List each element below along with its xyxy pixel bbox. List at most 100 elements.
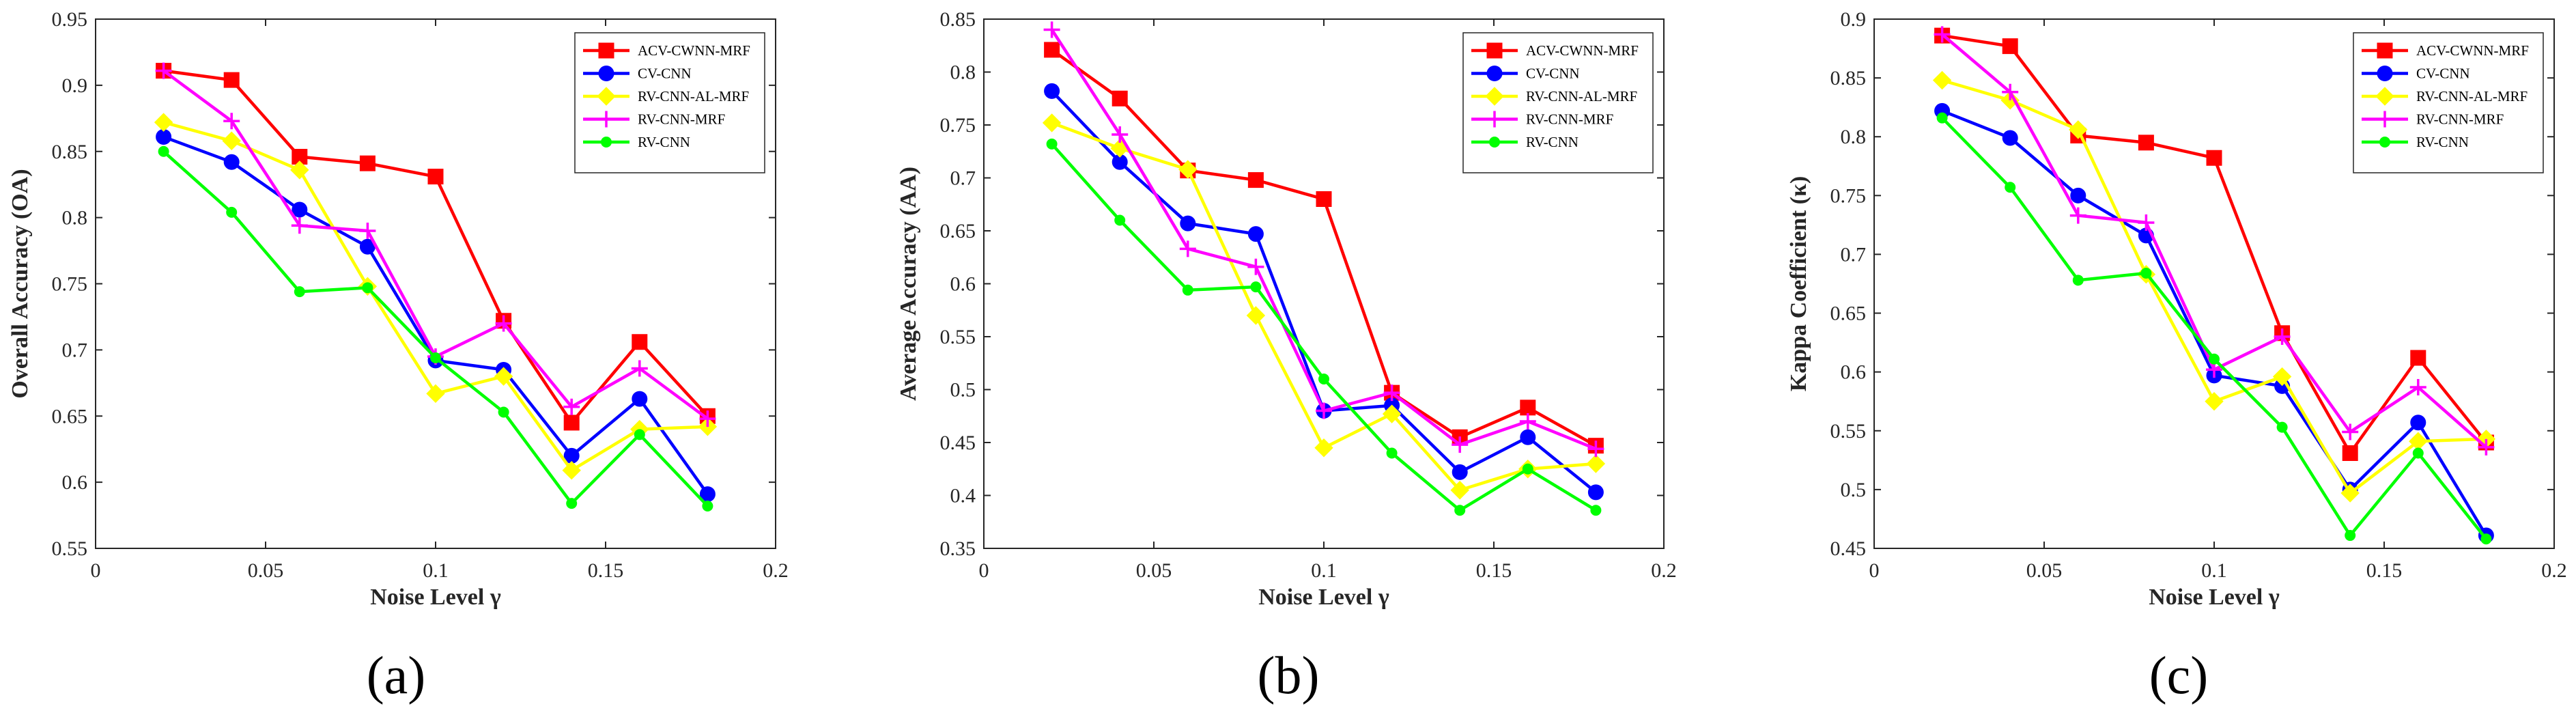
series-rv-cnn <box>1046 138 1602 516</box>
legend-entry: RV-CNN <box>583 134 690 150</box>
y-tick-label: 0.7 <box>1841 243 1867 266</box>
data-point <box>223 113 240 130</box>
data-point <box>1587 440 1604 458</box>
data-point <box>2072 275 2084 286</box>
chart-panel-2: 0 0.05 0.1 0.15 0.2 0.35 0.4 0.45 0.5 0.55 0.6 0.65… <box>896 8 1677 705</box>
data-point <box>2002 83 2019 100</box>
data-point <box>2276 421 2288 433</box>
data-point <box>226 206 238 218</box>
data-point <box>2480 533 2492 545</box>
data-point <box>359 155 376 171</box>
data-point <box>290 160 309 180</box>
data-point <box>154 113 173 132</box>
series-rv-cnn <box>158 145 713 511</box>
data-point <box>427 169 444 185</box>
data-point <box>1522 463 1533 475</box>
data-point <box>1450 481 1469 500</box>
y-tick-label: 0.6 <box>62 471 88 494</box>
y-tick-label: 0.7 <box>62 339 88 361</box>
y-tick-label: 0.9 <box>1841 8 1867 31</box>
x-tick-label: 0.2 <box>1651 559 1677 582</box>
x-tick-label: 0 <box>1869 559 1880 582</box>
panel-label: (b) <box>1258 645 1320 705</box>
data-point <box>2205 392 2224 411</box>
data-point <box>1519 413 1536 430</box>
data-point <box>1112 126 1129 143</box>
data-point <box>1112 90 1128 107</box>
y-tick-label: 0.8 <box>950 61 976 84</box>
y-tick-label: 0.65 <box>940 220 976 242</box>
data-point <box>2069 207 2086 224</box>
data-point <box>155 62 172 79</box>
data-point <box>2409 379 2426 396</box>
data-point <box>292 201 308 218</box>
y-tick-label: 0.85 <box>940 8 976 31</box>
legend-entry: RV-CNN-AL-MRF <box>583 87 749 106</box>
legend-entry: RV-CNN <box>1471 134 1579 150</box>
y-axis-title: Average Accuracy (AA) <box>896 167 921 401</box>
data-point <box>699 410 716 427</box>
data-point <box>430 352 441 363</box>
data-point <box>222 131 241 150</box>
legend-marker <box>2377 42 2393 59</box>
y-tick-label: 0.5 <box>950 379 976 402</box>
legend-entry: RV-CNN-MRF <box>1471 111 1613 128</box>
legend-marker <box>2377 66 2393 81</box>
legend-label: RV-CNN-MRF <box>2416 111 2504 128</box>
data-point <box>223 154 240 170</box>
series-rv-cnn-mrf <box>1934 26 2495 455</box>
legend-label: RV-CNN-MRF <box>1526 111 1613 128</box>
data-point <box>2005 182 2016 193</box>
data-point <box>498 406 509 418</box>
data-point <box>1520 399 1536 416</box>
data-point <box>1179 240 1196 257</box>
legend-marker <box>2379 137 2390 148</box>
legend-marker <box>1486 66 1503 81</box>
data-point <box>359 223 376 239</box>
data-point <box>362 282 373 294</box>
legend-entry: RV-CNN-AL-MRF <box>2362 87 2528 106</box>
y-tick-label: 0.95 <box>52 8 88 31</box>
legend-marker <box>1485 87 1504 106</box>
data-point <box>563 398 580 415</box>
legend-entry: CV-CNN <box>1471 66 1580 82</box>
legend-label: RV-CNN-AL-MRF <box>1526 88 1637 104</box>
data-point <box>1046 138 1058 150</box>
legend-marker <box>1489 137 1500 148</box>
data-point <box>702 501 713 511</box>
data-point <box>1316 402 1332 419</box>
y-tick-label: 0.75 <box>52 273 88 296</box>
data-point <box>2069 120 2088 139</box>
series-rv-cnn-mrf <box>1043 21 1604 458</box>
data-point <box>1590 505 1602 516</box>
series-rv-cnn-al-mrf <box>1042 113 1606 500</box>
data-point <box>1043 21 1060 38</box>
legend-marker <box>1486 42 1503 59</box>
data-point <box>1934 26 1951 43</box>
x-tick-label: 0.05 <box>1136 559 1172 582</box>
data-point <box>223 72 240 88</box>
y-tick-label: 0.6 <box>1841 361 1867 384</box>
y-tick-label: 0.7 <box>950 167 976 190</box>
data-point <box>634 429 645 440</box>
data-point <box>2342 445 2358 461</box>
data-point <box>2410 415 2426 431</box>
data-point <box>2206 150 2222 166</box>
x-tick-label: 0 <box>91 559 101 582</box>
legend-entry: RV-CNN <box>2362 134 2469 150</box>
data-point <box>1044 42 1060 58</box>
x-tick-label: 0.15 <box>1476 559 1512 582</box>
y-tick-label: 0.9 <box>62 74 88 97</box>
x-tick-label: 0.15 <box>588 559 624 582</box>
data-point <box>1520 429 1536 445</box>
data-point <box>1042 113 1062 132</box>
data-point <box>1247 172 1264 188</box>
y-tick-label: 0.55 <box>52 537 88 560</box>
y-tick-label: 0.6 <box>950 273 976 296</box>
y-tick-label: 0.65 <box>1830 303 1867 325</box>
data-point <box>2274 328 2291 345</box>
y-tick-label: 0.65 <box>52 405 88 427</box>
data-point <box>2209 353 2220 365</box>
x-tick-label: 0 <box>979 559 989 582</box>
